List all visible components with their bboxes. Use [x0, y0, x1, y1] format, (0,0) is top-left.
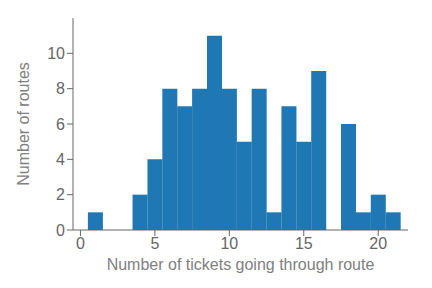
- svg-text:8: 8: [56, 80, 65, 97]
- svg-text:20: 20: [369, 235, 387, 252]
- svg-text:0: 0: [76, 235, 85, 252]
- svg-text:2: 2: [56, 186, 65, 203]
- svg-text:10: 10: [47, 45, 65, 62]
- svg-text:0: 0: [56, 222, 65, 239]
- svg-text:5: 5: [150, 235, 159, 252]
- svg-text:6: 6: [56, 116, 65, 133]
- svg-text:15: 15: [295, 235, 313, 252]
- svg-text:Number of tickets going throug: Number of tickets going through route: [107, 256, 375, 273]
- svg-text:Number of routes: Number of routes: [15, 62, 32, 186]
- svg-text:4: 4: [56, 151, 65, 168]
- svg-text:10: 10: [220, 235, 238, 252]
